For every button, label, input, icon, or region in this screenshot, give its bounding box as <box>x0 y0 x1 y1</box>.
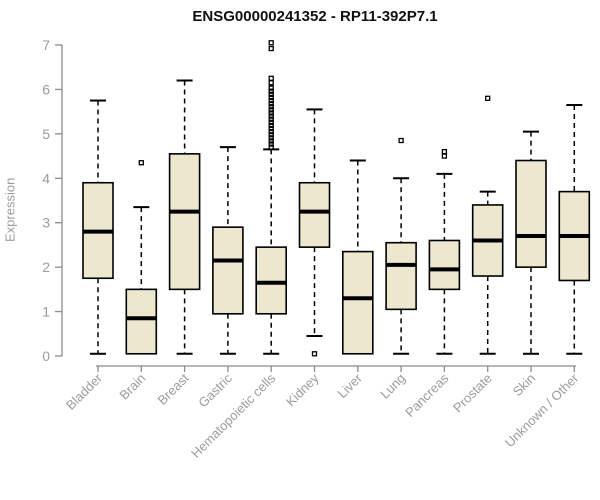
outlier-point <box>268 45 274 52</box>
outlier-point <box>268 75 274 81</box>
y-tick-label: 2 <box>42 259 50 275</box>
outlier-point <box>268 97 274 104</box>
outlier-point <box>268 91 274 97</box>
outlier-point <box>268 135 274 141</box>
boxplot-gastric <box>212 146 244 355</box>
boxplot-bladder <box>82 99 114 355</box>
boxplot-hematopoietic-cells <box>255 40 288 355</box>
boxplot-skin <box>515 130 547 355</box>
outlier-point <box>311 351 318 357</box>
outlier-point <box>268 88 274 94</box>
outlier-point <box>268 107 274 113</box>
y-tick-label: 1 <box>42 304 50 320</box>
x-tick-label: Brain <box>116 371 148 403</box>
boxplot-pancreas <box>428 148 461 355</box>
x-tick-label: Breast <box>155 370 192 407</box>
outlier-point <box>268 138 274 144</box>
boxplot-lung <box>385 137 417 355</box>
y-tick-label: 7 <box>42 37 50 53</box>
outlier-point <box>268 122 274 129</box>
x-tick-label: Bladder <box>63 370 106 413</box>
x-tick-label: Gastric <box>195 370 235 410</box>
outlier-point <box>268 125 274 132</box>
boxplot-unknown-other <box>558 103 591 355</box>
y-tick-label: 0 <box>42 348 50 364</box>
boxplot-breast <box>168 79 201 355</box>
outlier-point <box>268 80 274 86</box>
x-tick-label: Hematopoietic cells <box>188 370 279 461</box>
boxplot-prostate <box>471 95 504 355</box>
x-tick-label: Lung <box>377 371 408 402</box>
x-tick-label: Skin <box>510 371 538 399</box>
outlier-point <box>398 137 404 144</box>
outlier-point <box>268 119 274 125</box>
boxplot-brain <box>125 160 158 355</box>
outlier-point <box>268 100 274 107</box>
boxplot-kidney <box>298 108 331 357</box>
outlier-point <box>268 132 274 138</box>
outlier-point <box>441 148 448 155</box>
outlier-point <box>268 104 274 110</box>
boxplot-liver <box>341 159 374 355</box>
y-tick-label: 3 <box>42 215 50 231</box>
outlier-point <box>138 160 144 166</box>
outlier-point <box>485 95 491 101</box>
x-tick-label: Unknown / Other <box>502 370 582 450</box>
y-tick-label: 4 <box>42 170 50 186</box>
chart-title: ENSG00000241352 - RP11-392P7.1 <box>192 8 438 25</box>
outlier-point <box>268 141 274 147</box>
outlier-point <box>441 153 448 159</box>
outlier-point <box>268 110 274 116</box>
x-tick-label: Kidney <box>283 370 322 409</box>
y-tick-label: 5 <box>42 126 50 142</box>
y-axis: 0 1 2 3 4 5 6 7 <box>42 37 63 364</box>
y-tick-label: 6 <box>42 81 50 97</box>
outlier-point <box>268 128 274 135</box>
outlier-point <box>268 94 274 101</box>
x-tick-label: Prostate <box>450 371 495 416</box>
outlier-point <box>268 144 274 150</box>
x-tick-label: Pancreas <box>402 370 452 420</box>
x-tick-label: Liver <box>334 370 365 401</box>
outlier-point <box>268 40 274 46</box>
outlier-point <box>268 116 274 122</box>
outlier-point <box>268 85 274 91</box>
outlier-point <box>268 113 274 119</box>
